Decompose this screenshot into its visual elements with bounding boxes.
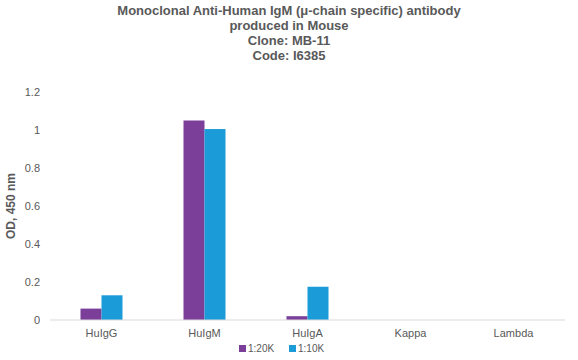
y-tick-label: 1 [34,124,40,136]
chart-title: Clone: MB-11 [248,33,330,48]
bar [205,129,226,320]
chart-svg: Monoclonal Anti-Human IgM (μ-chain speci… [0,0,578,360]
bars [81,121,329,321]
bar [184,121,205,321]
y-tick [47,282,50,283]
bar [287,316,308,320]
chart-title: produced in Mouse [229,18,348,33]
legend: 1:20K 1:10K [239,343,324,354]
y-tick-label: 0.6 [25,200,40,212]
x-tick-label: Kappa [395,327,428,339]
y-tick [47,92,50,93]
y-tick-label: 0.2 [25,276,40,288]
x-tick-label: HuIgM [188,327,220,339]
y-tick [47,168,50,169]
bar [81,309,102,320]
x-tick-label: HuIgG [86,327,118,339]
legend-label: 1:20K [248,343,274,354]
legend-swatch [289,345,296,352]
y-tick-label: 0.4 [25,238,40,250]
legend-swatch [239,345,246,352]
x-axis-line [50,320,565,321]
x-tick-label: HuIgA [292,327,323,339]
legend-label: 1:10K [298,343,324,354]
chart-title: Code: I6385 [253,48,326,63]
chart-title: Monoclonal Anti-Human IgM (μ-chain speci… [117,3,461,18]
y-tick-label: 1.2 [25,86,40,98]
y-tick [47,244,50,245]
y-axis-label: OD, 450 nm [4,173,18,239]
chart-container: Monoclonal Anti-Human IgM (μ-chain speci… [0,0,578,360]
y-tick-label: 0.8 [25,162,40,174]
bar [102,295,123,320]
x-tick-label: Lambda [494,327,535,339]
y-tick [47,206,50,207]
y-tick [47,320,50,321]
bar [308,287,329,320]
y-tick-label: 0 [34,314,40,326]
y-tick [47,130,50,131]
